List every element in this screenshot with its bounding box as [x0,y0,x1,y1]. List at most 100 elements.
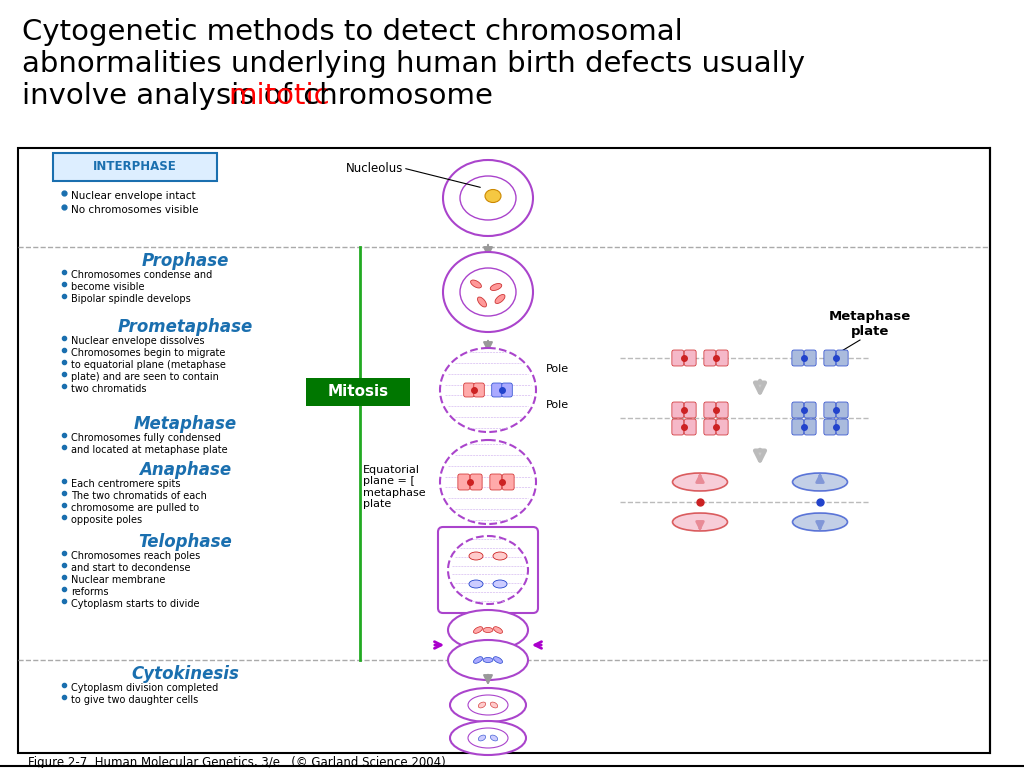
Ellipse shape [493,552,507,560]
Ellipse shape [490,702,498,708]
Ellipse shape [483,657,493,663]
Text: reforms: reforms [71,587,109,597]
FancyBboxPatch shape [502,383,512,397]
Ellipse shape [495,294,505,303]
FancyBboxPatch shape [837,419,848,435]
Ellipse shape [793,473,848,491]
Text: INTERPHASE: INTERPHASE [93,161,177,174]
FancyBboxPatch shape [824,402,836,418]
Ellipse shape [449,610,528,650]
Ellipse shape [478,702,485,708]
FancyBboxPatch shape [824,350,836,366]
Text: mitotic: mitotic [228,82,330,110]
Text: The two chromatids of each: The two chromatids of each [71,491,207,501]
Text: involve analysis of: involve analysis of [22,82,301,110]
Ellipse shape [477,297,486,307]
Ellipse shape [460,176,516,220]
Ellipse shape [473,627,482,634]
FancyBboxPatch shape [804,402,816,418]
Text: to give two daughter cells: to give two daughter cells [71,695,199,705]
Text: No chromosomes visible: No chromosomes visible [71,205,199,215]
FancyBboxPatch shape [672,350,684,366]
Bar [18,148,990,753]
Ellipse shape [450,721,526,755]
FancyBboxPatch shape [837,402,848,418]
FancyBboxPatch shape [458,474,470,490]
FancyBboxPatch shape [716,419,728,435]
Text: Telophase: Telophase [138,533,231,551]
Ellipse shape [471,280,481,288]
Ellipse shape [443,160,534,236]
Text: Pole: Pole [546,400,569,410]
Text: Bipolar spindle develops: Bipolar spindle develops [71,294,190,304]
Text: Equatorial
plane = [
metaphase
plate: Equatorial plane = [ metaphase plate [362,465,426,509]
FancyBboxPatch shape [684,402,696,418]
Text: Anaphase: Anaphase [139,461,231,479]
Text: chromosome are pulled to: chromosome are pulled to [71,503,199,513]
FancyBboxPatch shape [804,350,816,366]
FancyBboxPatch shape [837,350,848,366]
FancyBboxPatch shape [672,419,684,435]
Ellipse shape [440,348,536,432]
Ellipse shape [450,688,526,722]
Ellipse shape [494,657,503,664]
Text: abnormalities underlying human birth defects usually: abnormalities underlying human birth def… [22,50,805,78]
Ellipse shape [473,657,482,664]
Text: Nuclear membrane: Nuclear membrane [71,575,165,585]
Text: Chromosomes fully condensed: Chromosomes fully condensed [71,433,221,443]
Text: Chromosomes begin to migrate: Chromosomes begin to migrate [71,348,225,358]
Ellipse shape [485,190,501,203]
FancyBboxPatch shape [489,474,502,490]
Ellipse shape [483,627,493,633]
Text: and start to decondense: and start to decondense [71,563,190,573]
Text: Pole: Pole [546,364,569,374]
FancyBboxPatch shape [672,402,684,418]
Text: Nucleolus: Nucleolus [346,161,403,174]
Text: Figure 2-7  Human Molecular Genetics, 3/e.  (© Garland Science 2004): Figure 2-7 Human Molecular Genetics, 3/e… [28,756,445,768]
Text: Cytoplasm division completed: Cytoplasm division completed [71,683,218,693]
FancyBboxPatch shape [470,474,482,490]
Ellipse shape [494,627,503,634]
Text: Prophase: Prophase [141,252,228,270]
Ellipse shape [478,735,485,741]
Text: to equatorial plane (metaphase: to equatorial plane (metaphase [71,360,226,370]
Ellipse shape [793,513,848,531]
Text: Prometaphase: Prometaphase [118,318,253,336]
Ellipse shape [449,640,528,680]
Text: and located at metaphase plate: and located at metaphase plate [71,445,227,455]
FancyBboxPatch shape [438,527,538,613]
Ellipse shape [443,252,534,332]
Text: two chromatids: two chromatids [71,384,146,394]
Text: Nuclear envelope intact: Nuclear envelope intact [71,191,196,201]
Text: Cytoplasm starts to divide: Cytoplasm starts to divide [71,599,200,609]
FancyBboxPatch shape [703,402,716,418]
FancyBboxPatch shape [492,383,502,397]
FancyBboxPatch shape [703,419,716,435]
Text: Mitosis: Mitosis [328,385,388,399]
FancyBboxPatch shape [716,402,728,418]
FancyBboxPatch shape [824,419,836,435]
Text: Each centromere spits: Each centromere spits [71,479,180,489]
Text: Chromosomes reach poles: Chromosomes reach poles [71,551,201,561]
FancyBboxPatch shape [684,419,696,435]
Ellipse shape [440,440,536,524]
Ellipse shape [673,513,727,531]
FancyBboxPatch shape [792,419,804,435]
FancyBboxPatch shape [306,378,410,406]
FancyBboxPatch shape [703,350,716,366]
Ellipse shape [673,473,727,491]
Ellipse shape [490,735,498,741]
FancyBboxPatch shape [502,474,514,490]
Text: Chromosomes condense and: Chromosomes condense and [71,270,212,280]
Text: become visible: become visible [71,282,144,292]
Text: chromosome: chromosome [294,82,493,110]
Text: Cytokinesis: Cytokinesis [131,665,239,683]
Text: Metaphase
plate: Metaphase plate [828,310,911,338]
FancyBboxPatch shape [684,350,696,366]
FancyBboxPatch shape [792,402,804,418]
FancyBboxPatch shape [53,153,217,181]
Text: plate) and are seen to contain: plate) and are seen to contain [71,372,219,382]
Text: Nuclear envelope dissolves: Nuclear envelope dissolves [71,336,205,346]
Ellipse shape [469,580,483,588]
Ellipse shape [468,728,508,748]
